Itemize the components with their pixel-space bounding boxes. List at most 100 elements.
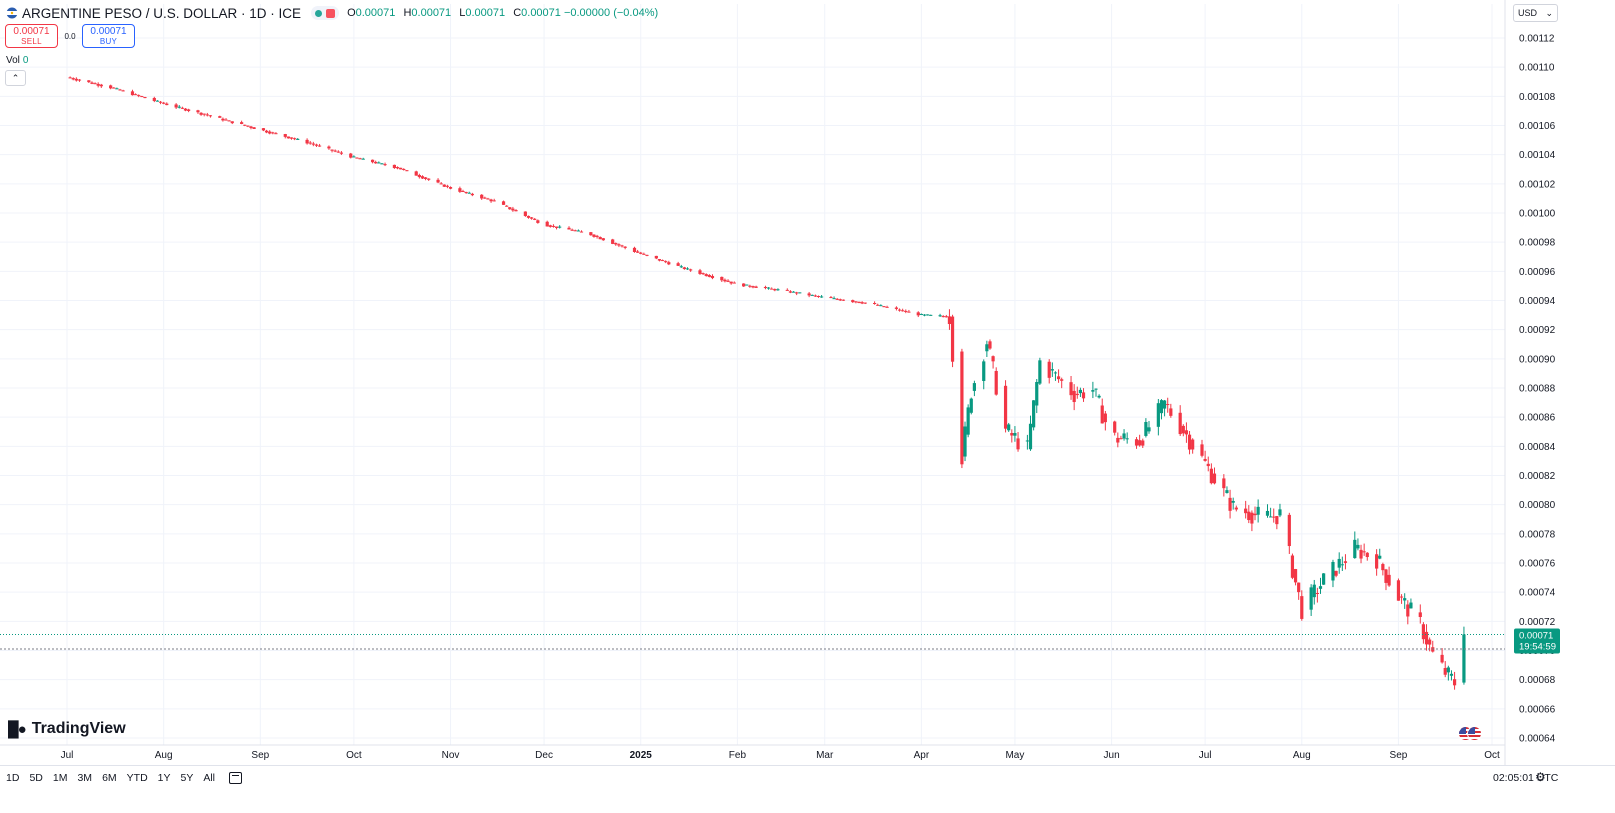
tradingview-logo[interactable]: █● TradingView: [8, 720, 126, 738]
candle-body: [645, 254, 649, 256]
candle-body: [208, 115, 213, 117]
candle-body: [427, 178, 431, 180]
x-tick-label: Oct: [1484, 750, 1500, 761]
range-button-6m[interactable]: 6M: [102, 772, 117, 784]
candle-body: [1159, 400, 1164, 414]
candle-body: [349, 153, 353, 158]
candle-body: [1309, 587, 1313, 610]
candle-body: [776, 289, 780, 291]
symbol-title[interactable]: ARGENTINE PESO / U.S. DOLLAR · 1D · ICE: [22, 5, 302, 21]
candle-body: [1256, 506, 1260, 515]
sell-button[interactable]: 0.00071 SELL: [5, 24, 58, 48]
candle-body: [377, 162, 381, 164]
candle-body: [598, 237, 602, 240]
candle-body: [1035, 381, 1039, 406]
clock-display[interactable]: 02:05:01 UTC: [1493, 772, 1559, 784]
candle-body: [402, 168, 406, 170]
ohlc-high-value: 0.00071: [411, 7, 452, 19]
range-button-all[interactable]: All: [203, 772, 216, 784]
candle-body: [554, 226, 559, 228]
candle-body: [1287, 514, 1291, 547]
candle-body: [623, 246, 627, 248]
candle-body: [941, 316, 945, 318]
buy-price: 0.00071: [90, 25, 127, 37]
candle-body: [158, 101, 163, 103]
candle-body: [904, 310, 908, 312]
candle-body: [1209, 468, 1213, 484]
candle-body: [180, 107, 184, 109]
ohlc-low-value: 0.00071: [465, 7, 506, 19]
candle-body: [885, 306, 889, 308]
candle-body: [445, 185, 450, 187]
candle-body: [798, 292, 802, 294]
candle-body: [1384, 569, 1388, 583]
currency-flags-icon: [1458, 726, 1488, 742]
candle-body: [1010, 433, 1014, 436]
candle-body: [729, 281, 733, 284]
candle-body: [1147, 427, 1151, 432]
candle-body: [293, 138, 297, 140]
y-tick-label: 0.00104: [1519, 150, 1556, 161]
range-button-3m[interactable]: 3M: [77, 772, 93, 784]
x-tick-label: Dec: [535, 750, 553, 761]
candle-body: [1122, 433, 1126, 439]
candle-body: [1428, 639, 1432, 645]
candle-body: [1403, 598, 1407, 601]
buy-button[interactable]: 0.00071 BUY: [82, 24, 135, 48]
candle-body: [514, 210, 518, 212]
candle-body: [766, 287, 771, 289]
candle-body: [283, 134, 287, 137]
candle-body: [395, 167, 400, 169]
market-status-pill[interactable]: [311, 6, 340, 20]
candle-body: [950, 316, 955, 362]
candle-body: [894, 307, 899, 309]
range-button-1m[interactable]: 1M: [52, 772, 68, 784]
candle-body: [464, 191, 468, 193]
candle-body: [202, 113, 206, 115]
candle-body: [1119, 438, 1123, 440]
candle-body: [1440, 654, 1444, 663]
candle-body: [879, 305, 883, 307]
candle-body: [355, 157, 359, 159]
range-button-5y[interactable]: 5Y: [180, 772, 194, 784]
candle-body: [1162, 400, 1167, 409]
candle-body: [1047, 361, 1051, 378]
candle-body: [140, 96, 144, 98]
data-delay-icon: [326, 8, 336, 18]
candle-body: [876, 304, 880, 306]
candle-body: [676, 263, 680, 266]
candle-body: [305, 139, 309, 144]
candle-body: [252, 127, 256, 130]
candle-body: [1050, 369, 1054, 371]
candle-body: [405, 170, 409, 172]
y-tick-label: 0.00100: [1519, 209, 1556, 220]
price-chart[interactable]: Jul Aug Sep Oct Nov Dec 2025 Feb Mar Apr May Jun Jul…: [0, 0, 1615, 765]
candle-body: [654, 255, 658, 259]
ohlc-legend: O0.00071 H0.00071 L0.00071 C0.00071 −0.0…: [347, 7, 663, 19]
candle-body: [121, 90, 125, 92]
candle-body: [1060, 379, 1064, 381]
range-button-1y[interactable]: 1Y: [157, 772, 171, 784]
candle-body: [308, 142, 312, 144]
collapse-legend-button[interactable]: ⌃: [5, 70, 26, 86]
candle-body: [249, 126, 253, 128]
candle-body: [1318, 586, 1323, 589]
candle-body: [916, 312, 920, 316]
range-button-1d[interactable]: 1D: [6, 772, 20, 784]
calendar-icon[interactable]: [229, 772, 243, 784]
candle-body: [1187, 434, 1192, 450]
range-button-ytd[interactable]: YTD: [126, 772, 148, 784]
candle-body: [685, 268, 690, 270]
candle-body: [339, 152, 343, 154]
candle-body: [1007, 424, 1011, 431]
chevron-up-icon: ⌃: [11, 72, 20, 83]
gear-icon[interactable]: ⚙: [1535, 770, 1546, 784]
candle-body: [682, 267, 686, 270]
candle-body: [118, 89, 122, 91]
candle-body: [187, 109, 191, 111]
candle-body: [417, 174, 421, 178]
currency-selector[interactable]: USD ⌄: [1513, 4, 1558, 22]
candle-body: [77, 79, 82, 81]
range-button-5d[interactable]: 5D: [29, 772, 43, 784]
candle-body: [1069, 382, 1073, 396]
